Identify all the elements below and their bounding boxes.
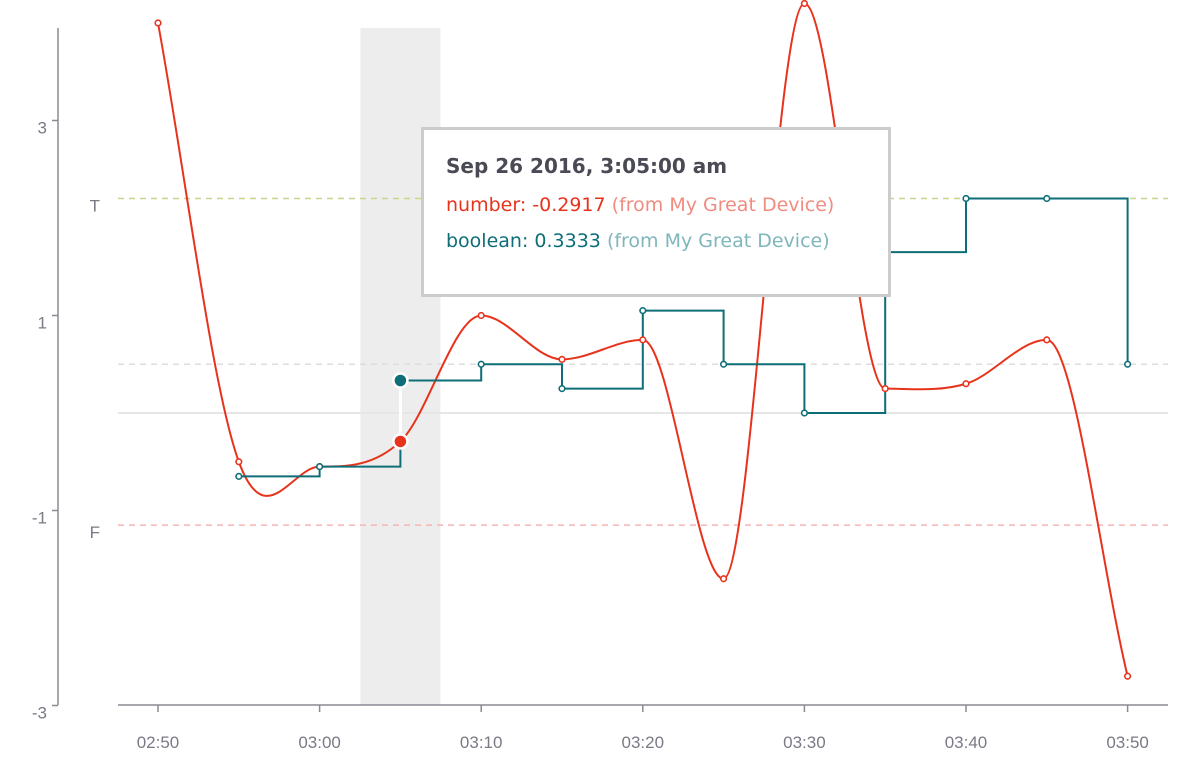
tooltip-boolean-value: boolean: 0.3333	[446, 230, 601, 252]
point-boolean-03:20	[639, 307, 647, 315]
point-number-03:35	[881, 385, 889, 393]
point-boolean-03:50	[1123, 360, 1132, 368]
point-number-03:30	[800, 0, 808, 8]
x-tick-label-03:50: 03:50	[1106, 733, 1149, 752]
tooltip-row-number: number: -0.2917 (from My Great Device)	[446, 194, 866, 216]
point-boolean-03:25	[719, 360, 728, 368]
x-tick-label-03:40: 03:40	[945, 733, 988, 752]
x-tick-label-02:50: 02:50	[137, 733, 180, 752]
point-boolean-03:00	[316, 463, 324, 471]
point-number-03:25	[719, 575, 728, 583]
point-boolean-03:10	[477, 360, 485, 368]
y-tick-label-3: 3	[38, 119, 47, 138]
hover-point-number	[392, 433, 409, 450]
y-tick-label--1: -1	[32, 509, 47, 528]
point-boolean-02:55	[235, 472, 243, 480]
x-tick-label-03:20: 03:20	[622, 733, 665, 752]
reference-label-F: F	[90, 523, 100, 542]
x-tick-label-03:00: 03:00	[298, 733, 341, 752]
tooltip-title: Sep 26 2016, 3:05:00 am	[446, 154, 728, 178]
point-number-03:10	[477, 311, 485, 320]
point-number-03:50	[1123, 672, 1132, 680]
y-tick-label-1: 1	[38, 314, 47, 333]
x-tick-label-03:10: 03:10	[460, 733, 503, 752]
point-number-03:45	[1043, 336, 1051, 344]
point-boolean-03:30	[800, 409, 809, 417]
x-tick-label-03:30: 03:30	[783, 733, 826, 752]
axes: 3 1 -1 -3 02:50 03:00 03:10 03:20 03:30 03:40 03:5…	[32, 28, 1168, 752]
y-tick-label--3: -3	[32, 704, 47, 723]
tooltip-row-boolean: boolean: 0.3333 (from My Great Device)	[446, 230, 866, 252]
tooltip-number-value: number: -0.2917	[446, 194, 606, 216]
reference-label-T: T	[90, 197, 100, 216]
tooltip: Sep 26 2016, 3:05:00 am number: -0.2917 …	[421, 127, 891, 297]
point-boolean-03:40	[962, 194, 970, 203]
tooltip-number-source: (from My Great Device)	[611, 194, 835, 216]
point-boolean-03:15	[558, 385, 566, 393]
point-number-02:55	[235, 458, 243, 466]
tooltip-boolean-source: (from My Great Device)	[606, 230, 830, 252]
point-number-03:20	[639, 336, 647, 344]
point-number-03:40	[962, 380, 970, 388]
series-points	[154, 0, 1132, 680]
hover-markers	[392, 372, 409, 450]
point-number-02:50	[154, 19, 162, 27]
point-boolean-03:45	[1043, 194, 1051, 203]
hover-point-boolean	[392, 372, 409, 389]
point-number-03:15	[558, 355, 566, 363]
